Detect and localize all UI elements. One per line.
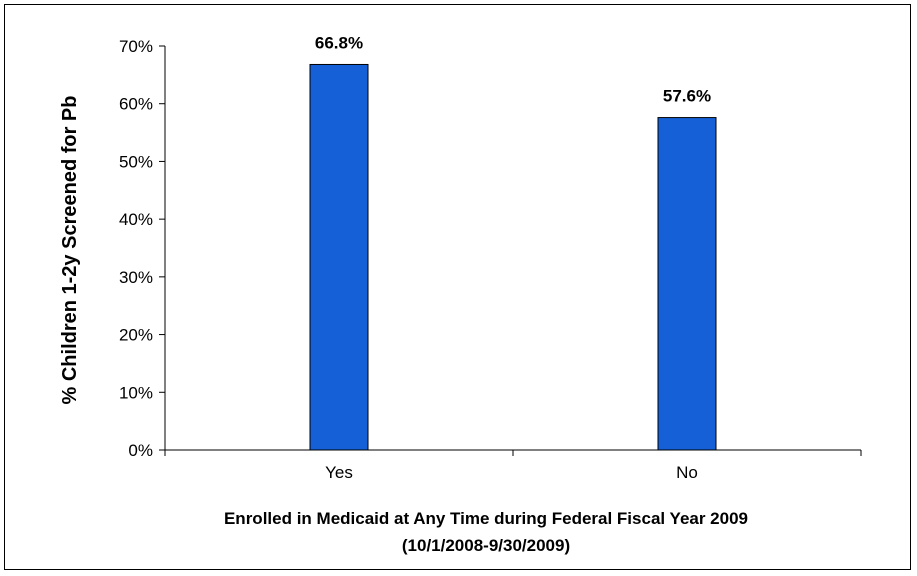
x-category-label: Yes (325, 463, 353, 482)
data-labels: 66.8% 57.6% (315, 33, 711, 105)
bar-no (657, 117, 717, 451)
y-tick-label: 70% (119, 37, 153, 56)
x-axis-title: Enrolled in Medicaid at Any Time during … (224, 509, 748, 528)
bar-yes (309, 63, 369, 451)
y-axis-title: % Children 1-2y Screened for Pb (59, 96, 81, 405)
y-axis: 0% 10% 20% 30% 40% 50% 60% 70% (119, 37, 166, 460)
y-tick-label: 0% (128, 441, 153, 460)
x-category-label: No (676, 463, 698, 482)
y-tick-label: 50% (119, 152, 153, 171)
chart-frame (4, 4, 911, 570)
x-axis-title-line2: (10/1/2008-9/30/2009) (402, 536, 570, 555)
bars (309, 63, 717, 451)
data-label-no: 57.6% (663, 87, 711, 106)
y-tick-label: 10% (119, 383, 153, 402)
y-tick-label: 60% (119, 95, 153, 114)
x-axis: Yes No (164, 449, 862, 482)
data-label-yes: 66.8% (315, 33, 363, 52)
y-tick-label: 20% (119, 326, 153, 345)
y-tick-label: 40% (119, 210, 153, 229)
y-tick-label: 30% (119, 268, 153, 287)
